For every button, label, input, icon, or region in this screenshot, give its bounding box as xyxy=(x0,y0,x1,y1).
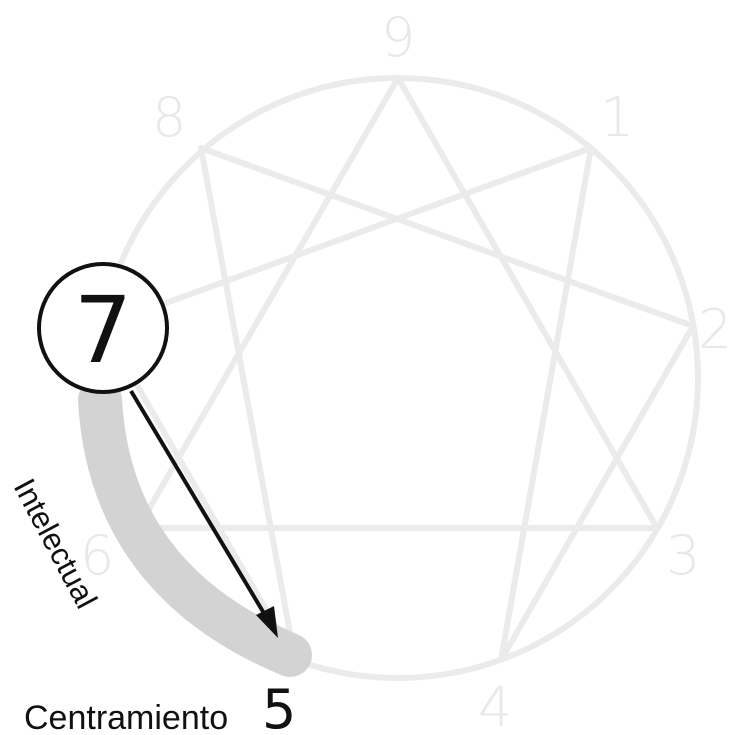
number-6: 6 xyxy=(80,524,114,587)
number-7: 7 xyxy=(74,277,133,384)
number-9: 9 xyxy=(381,6,415,69)
number-5: 5 xyxy=(262,678,296,735)
number-4: 4 xyxy=(478,676,512,735)
highlight-circle-7 xyxy=(37,262,169,394)
number-3: 3 xyxy=(666,524,700,587)
centramiento-label: Centramiento xyxy=(24,699,228,735)
number-8: 8 xyxy=(152,86,186,149)
number-1: 1 xyxy=(600,86,634,149)
arrowhead xyxy=(256,606,278,638)
highlight-arc xyxy=(78,378,312,677)
enneagram-triangle xyxy=(135,75,660,531)
arrow-7-to-5 xyxy=(129,389,270,622)
number-2: 2 xyxy=(698,298,732,361)
